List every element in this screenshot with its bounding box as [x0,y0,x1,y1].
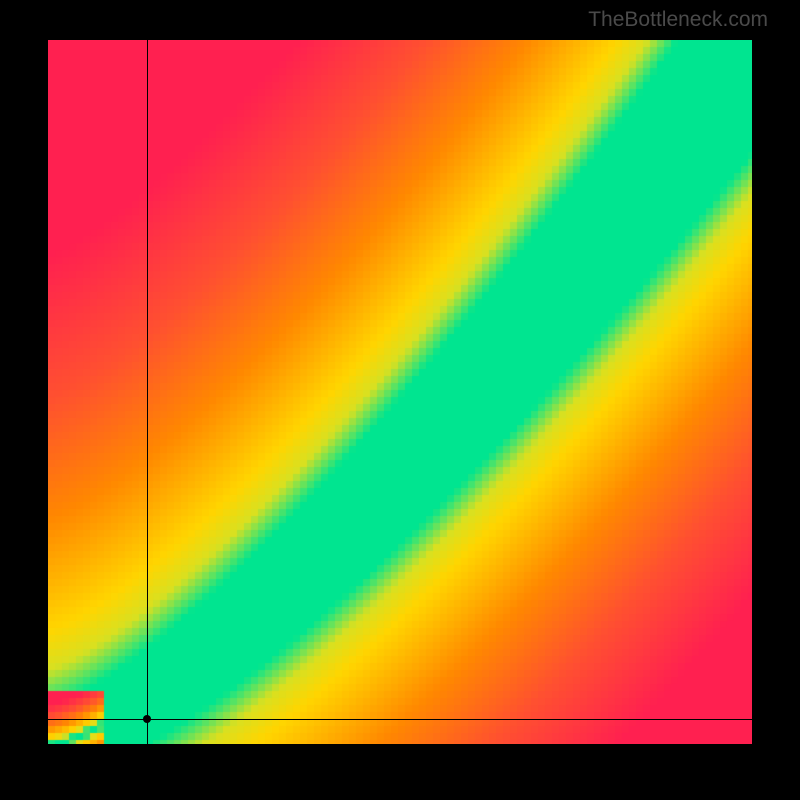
crosshair-horizontal [48,719,752,720]
heatmap-chart [48,40,752,744]
watermark-text: TheBottleneck.com [588,8,768,32]
heatmap-canvas [48,40,752,744]
crosshair-vertical [147,40,148,744]
crosshair-marker-dot [143,715,151,723]
